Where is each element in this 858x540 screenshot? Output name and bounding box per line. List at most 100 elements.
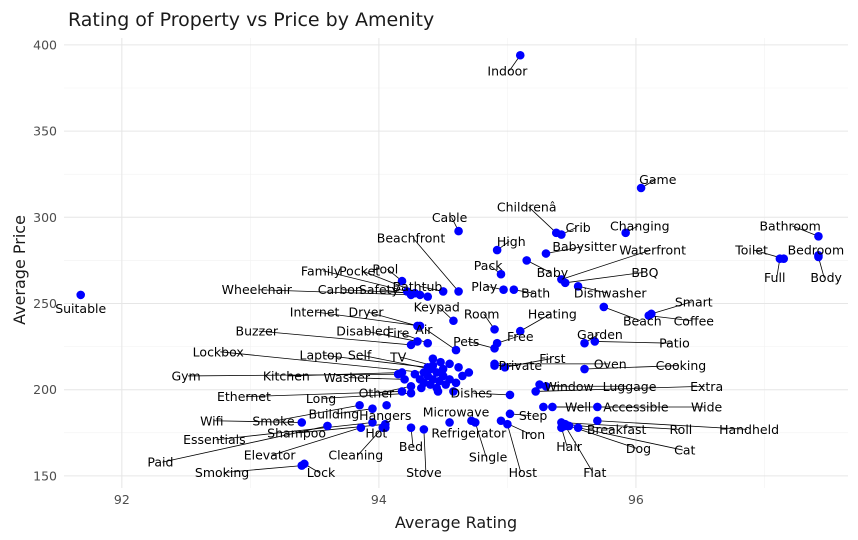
leader-line bbox=[578, 427, 683, 451]
data-point bbox=[814, 252, 823, 262]
data-point bbox=[548, 402, 557, 412]
data-point bbox=[522, 256, 531, 265]
data-point bbox=[415, 290, 425, 300]
y-tick-label: 350 bbox=[33, 124, 57, 139]
data-point bbox=[775, 254, 785, 263]
leader-line bbox=[258, 330, 412, 346]
point-label: BBQ bbox=[631, 265, 658, 280]
leader-line bbox=[535, 385, 705, 392]
x-tick-label: 96 bbox=[628, 492, 644, 507]
point-label: Refrigerator bbox=[431, 425, 507, 440]
leader-line bbox=[603, 306, 641, 322]
point-label: Buzzer bbox=[236, 324, 279, 339]
leader-line bbox=[271, 427, 362, 456]
data-point bbox=[531, 387, 540, 396]
leader-line bbox=[367, 311, 418, 327]
point-label: Childrenâ bbox=[497, 199, 557, 214]
leader-line bbox=[545, 246, 583, 254]
data-point bbox=[449, 316, 458, 326]
data-point bbox=[539, 402, 548, 412]
leader-line bbox=[275, 404, 360, 422]
point-label: Breakfast bbox=[587, 422, 647, 437]
leader-line bbox=[400, 332, 428, 344]
data-point bbox=[580, 364, 589, 374]
leader-line bbox=[220, 351, 424, 373]
point-label: Private bbox=[498, 358, 542, 373]
data-point bbox=[406, 381, 416, 391]
data-point bbox=[406, 340, 416, 350]
point-label: Paid bbox=[147, 455, 173, 470]
point-label: Bathtub bbox=[393, 279, 443, 294]
data-point bbox=[449, 387, 458, 396]
point-label: Carbon bbox=[318, 282, 363, 297]
data-point bbox=[406, 423, 416, 432]
leader-line bbox=[474, 422, 487, 458]
point-label: Family bbox=[301, 263, 342, 278]
leader-line bbox=[258, 289, 412, 296]
point-label: Washer bbox=[324, 370, 371, 385]
point-label: Suitable bbox=[55, 301, 106, 316]
point-label: Long bbox=[306, 391, 336, 406]
leader-line bbox=[245, 391, 403, 398]
point-label: Changing bbox=[610, 218, 670, 233]
point-label: Pool bbox=[372, 262, 398, 277]
data-point bbox=[500, 363, 510, 372]
data-point bbox=[580, 338, 589, 348]
data-points bbox=[76, 50, 823, 470]
data-point bbox=[644, 311, 654, 320]
data-point bbox=[355, 400, 364, 410]
data-point bbox=[505, 390, 515, 400]
data-point bbox=[378, 423, 388, 432]
point-label: Single bbox=[469, 449, 508, 464]
data-point bbox=[428, 361, 438, 370]
data-point bbox=[433, 387, 443, 396]
data-point bbox=[413, 321, 422, 331]
leader-line bbox=[651, 301, 692, 315]
data-point bbox=[397, 276, 407, 286]
data-point bbox=[419, 425, 429, 434]
tick-labels: 92 94 96 150 200 250 300 350 400 bbox=[33, 37, 644, 507]
data-point bbox=[454, 363, 463, 372]
data-point bbox=[382, 400, 391, 410]
point-label: Kitchen bbox=[263, 368, 310, 383]
point-label: Game bbox=[639, 172, 677, 187]
data-point bbox=[590, 337, 600, 346]
leader-line bbox=[348, 377, 405, 380]
data-point bbox=[599, 302, 609, 312]
data-point bbox=[492, 338, 502, 348]
point-label: Bath bbox=[521, 286, 550, 301]
point-label: Shampoo bbox=[267, 425, 326, 440]
data-point bbox=[454, 226, 463, 236]
leader-line bbox=[648, 315, 692, 322]
leader-line bbox=[473, 392, 510, 396]
leader-line bbox=[423, 429, 427, 473]
data-point bbox=[451, 378, 461, 388]
data-point bbox=[297, 418, 307, 427]
leader-line bbox=[565, 423, 615, 430]
data-point bbox=[368, 418, 377, 427]
point-label: Bedroom bbox=[788, 243, 845, 258]
data-point bbox=[490, 359, 499, 369]
point-label: Flat bbox=[583, 465, 606, 480]
point-label: Microwave bbox=[423, 405, 490, 420]
point-label: Keypad bbox=[414, 299, 460, 314]
point-label: Hot bbox=[365, 425, 387, 440]
data-point bbox=[445, 418, 454, 427]
point-label: Safety bbox=[359, 282, 400, 297]
point-label: Cat bbox=[674, 443, 695, 458]
point-label: Other bbox=[359, 386, 395, 401]
x-axis-title: Average Rating bbox=[395, 513, 517, 532]
leader-line bbox=[520, 313, 551, 332]
data-point bbox=[397, 368, 407, 377]
leader-line bbox=[316, 311, 421, 327]
point-label: Fire bbox=[387, 325, 410, 340]
data-point bbox=[458, 371, 467, 381]
point-label: Crib bbox=[565, 220, 590, 235]
leader-line bbox=[468, 341, 495, 349]
leader-line bbox=[378, 385, 412, 394]
data-point bbox=[505, 409, 515, 419]
point-label: Patio bbox=[659, 336, 690, 351]
data-point bbox=[541, 249, 551, 258]
point-label: Pack bbox=[474, 258, 504, 273]
point-label: Coffee bbox=[674, 313, 715, 328]
